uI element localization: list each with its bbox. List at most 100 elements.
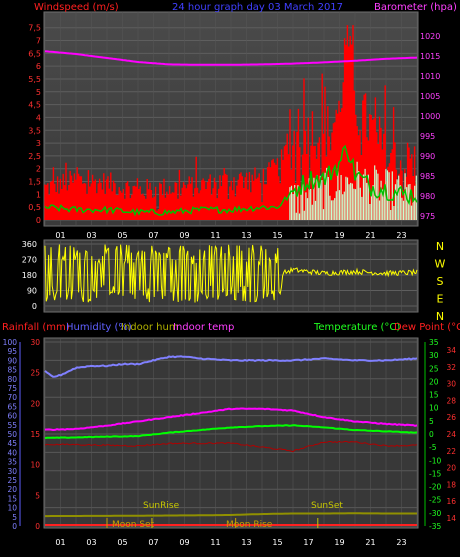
barometer-tick-label: 1000 (420, 112, 440, 121)
humidity-tick-label: 100 (3, 338, 18, 347)
rain-tick-label: 20 (30, 399, 40, 408)
temperature-tick-label: 35 (429, 338, 439, 347)
wind-x-tick-label: 19 (334, 231, 344, 240)
wind-x-tick-label: 09 (179, 231, 189, 240)
humidity-tick-label: 5 (12, 513, 17, 522)
indoor-temp-tick-label: 26 (446, 413, 456, 422)
wind-tick-label: 2,5 (28, 152, 41, 161)
humidity-tick-label: 40 (7, 448, 17, 457)
humidity-tick-label: 85 (7, 366, 17, 375)
barometer-series (44, 50, 418, 66)
rainfall-label: Rainfall (mm) (2, 322, 70, 333)
temperature-tick-label: 30 (429, 351, 439, 360)
chart-title: 24 hour graph day 03 March 2017 (172, 2, 343, 13)
wind-panel-marks (44, 25, 418, 220)
temperature-tick-label: -5 (429, 443, 437, 452)
humidity-tick-label: 95 (7, 347, 17, 356)
humidity-tick-label: 25 (7, 476, 17, 485)
barometer-tick-label: 1020 (420, 32, 440, 41)
indoor-temp-label: Indoor temp (173, 322, 234, 333)
humidity-series (44, 355, 418, 378)
wind-x-tick-label: 01 (55, 231, 65, 240)
barometer-tick-label: 1005 (420, 92, 440, 101)
temp-x-tick-label: 19 (334, 538, 344, 547)
compass-label: S (437, 275, 444, 288)
sunset-label: SunSet (311, 501, 343, 511)
windspeed-average-series (44, 144, 418, 217)
barometer-tick-label: 990 (420, 152, 435, 161)
humidity-tick-label: 65 (7, 402, 17, 411)
barometer-axis-label: Barometer (hpa) (374, 2, 457, 13)
wind-tick-label: 6 (36, 62, 41, 71)
barometer-tick-label: 985 (420, 172, 435, 181)
wind-tick-label: 3 (36, 139, 41, 148)
temperature-tick-label: 5 (429, 417, 434, 426)
wind-x-tick-label: 03 (86, 231, 96, 240)
temp-x-tick-label: 17 (303, 538, 313, 547)
wind-tick-label: 0,5 (28, 203, 41, 212)
temperature-tick-label: -20 (429, 483, 441, 492)
wind-tick-label: 1,5 (28, 178, 41, 187)
temperature-tick-label: -15 (429, 469, 441, 478)
temperature-tick-label: -30 (429, 509, 441, 518)
compass-label: N (436, 310, 444, 323)
indoor-temp-tick-label: 28 (446, 396, 456, 405)
direction-tick-label: 270 (22, 256, 37, 265)
wind-tick-label: 2 (36, 165, 41, 174)
humidity-tick-label: 0 (12, 522, 17, 531)
humidity-tick-label: 75 (7, 384, 17, 393)
temperature-label: Temperature (°C) (313, 322, 400, 333)
indoor-hum-label: Indoor hum (121, 322, 179, 333)
indoor-temp-tick-label: 14 (446, 514, 456, 523)
temp-x-tick-label: 05 (117, 538, 127, 547)
wind-axis-label: Windspeed (m/s) (34, 2, 119, 13)
temperature-tick-label: -35 (429, 522, 441, 531)
humidity-tick-label: 45 (7, 439, 17, 448)
humidity-tick-label: 20 (7, 485, 17, 494)
indoor-temp-tick-label: 30 (446, 380, 456, 389)
barometer-tick-label: 980 (420, 192, 435, 201)
wind-tick-label: 6,5 (28, 49, 41, 58)
indoor-temp-tick-label: 32 (446, 363, 456, 372)
wind-panel-axes: 0 0,5 1 1,5 2 2,5 3 3,5 4 4,5 5 5,5 6 6,5 7 7,5 975 980 98… (28, 24, 440, 240)
wind-tick-label: 0 (36, 216, 41, 225)
indoor-temp-tick-label: 22 (446, 447, 456, 456)
direction-tick-label: 360 (22, 240, 37, 249)
direction-tick-label: 180 (22, 271, 37, 280)
wind-tick-label: 5,5 (28, 75, 41, 84)
dewpoint-series (44, 440, 418, 453)
wind-x-tick-label: 21 (365, 231, 375, 240)
humidity-tick-label: 90 (7, 356, 17, 365)
direction-panel-marks (44, 244, 418, 303)
humidity-tick-label: 60 (7, 412, 17, 421)
rain-tick-label: 0 (35, 522, 40, 531)
wind-tick-label: 3,5 (28, 126, 41, 135)
humidity-tick-label: 10 (7, 504, 17, 513)
indoor-temp-tick-label: 18 (446, 480, 456, 489)
compass-label: N (436, 240, 444, 253)
temp-x-tick-label: 11 (210, 538, 220, 547)
moonset-label: Moon Set (112, 520, 155, 530)
wind-direction-series (44, 244, 418, 303)
rain-tick-label: 15 (30, 430, 40, 439)
temperature-tick-label: 20 (429, 377, 439, 386)
humidity-tick-label: 70 (7, 393, 17, 402)
temp-panel-axes: 0510152025303540455055606570758085909510… (3, 338, 457, 547)
temperature-series (44, 424, 418, 440)
temperature-tick-label: -25 (429, 496, 441, 505)
compass-label: W (435, 258, 446, 271)
temperature-tick-label: 10 (429, 404, 439, 413)
temp-panel-marks (44, 355, 418, 528)
sunrise-label: SunRise (143, 501, 180, 511)
wind-tick-label: 1 (36, 190, 41, 199)
dewpoint-label: Dew Point (°C) (394, 322, 460, 333)
rain-tick-label: 10 (30, 461, 40, 470)
humidity-tick-label: 80 (7, 375, 17, 384)
wind-tick-label: 7,5 (28, 24, 41, 33)
humidity-label: Humidity (%) (66, 322, 132, 333)
barometer-tick-label: 1015 (420, 52, 440, 61)
indoor-hum-series (45, 512, 417, 518)
temp-x-tick-label: 01 (55, 538, 65, 547)
